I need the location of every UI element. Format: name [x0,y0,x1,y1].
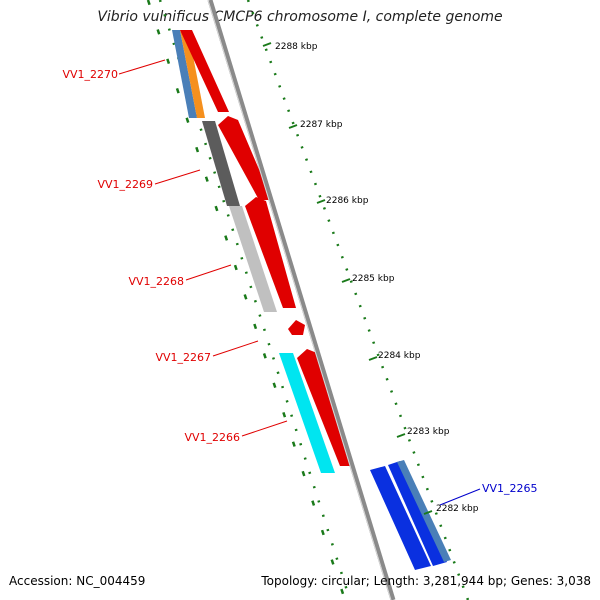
gene-arrow-vv1-2268 [245,197,296,308]
left-tick-ring [146,0,347,600]
gene-arrow-vv1-2265-c [397,460,451,562]
major-tick [396,433,406,438]
gene-arrows [180,30,451,570]
gene-label-vv1-2267[interactable]: VV1_2267 [155,351,211,364]
outer-tick-ring [246,0,470,600]
gene-arrow-vv1-2267 [288,320,305,335]
genome-backbone [207,0,396,600]
accession-text: Accession: NC_004459 [9,574,146,588]
feature-track [172,30,335,473]
gene-label-vv1-2270[interactable]: VV1_2270 [62,68,118,81]
scale-label: 2286 kbp [326,196,369,206]
feature-bar-blue [172,30,197,118]
scale-label: 2282 kbp [436,504,479,514]
feature-bar-orange [180,30,205,118]
scale-labels: 2288 kbp 2287 kbp 2286 kbp 2285 kbp 2284… [275,42,479,514]
feature-bar-darkgray [202,121,240,206]
scale-label: 2287 kbp [300,120,343,130]
gene-arrow-vv1-2266 [297,349,353,466]
gene-label-vv1-2265[interactable]: VV1_2265 [482,482,538,495]
gene-arrow-vv1-2269 [218,116,272,200]
major-tick [288,124,298,129]
major-tick [368,356,378,361]
gene-labels: VV1_2270 VV1_2269 VV1_2268 VV1_2267 VV1_… [62,68,537,495]
major-tick [341,278,351,283]
topology-text: Topology: circular; Length: 3,281,944 bp… [261,574,591,588]
major-tick [316,199,326,204]
feature-bar-cyan [279,353,335,473]
gene-label-vv1-2266[interactable]: VV1_2266 [184,431,240,444]
map-title: Vibrio vulnificus CMCP6 chromosome I, co… [97,9,503,25]
gene-arrow-vv1-2270 [180,30,229,112]
scale-label: 2288 kbp [275,42,318,52]
scale-label: 2283 kbp [407,427,450,437]
feature-bar-lightgray [229,206,277,312]
gene-label-vv1-2269[interactable]: VV1_2269 [97,178,153,191]
scale-label: 2285 kbp [352,274,395,284]
gene-arrow-vv1-2265-b [388,461,447,566]
major-tick [262,42,272,47]
leader-lines [118,59,481,506]
gene-arrow-vv1-2265-a [370,466,431,570]
scale-label: 2284 kbp [378,351,421,361]
major-tick [423,510,433,515]
gene-label-vv1-2268[interactable]: VV1_2268 [128,275,184,288]
